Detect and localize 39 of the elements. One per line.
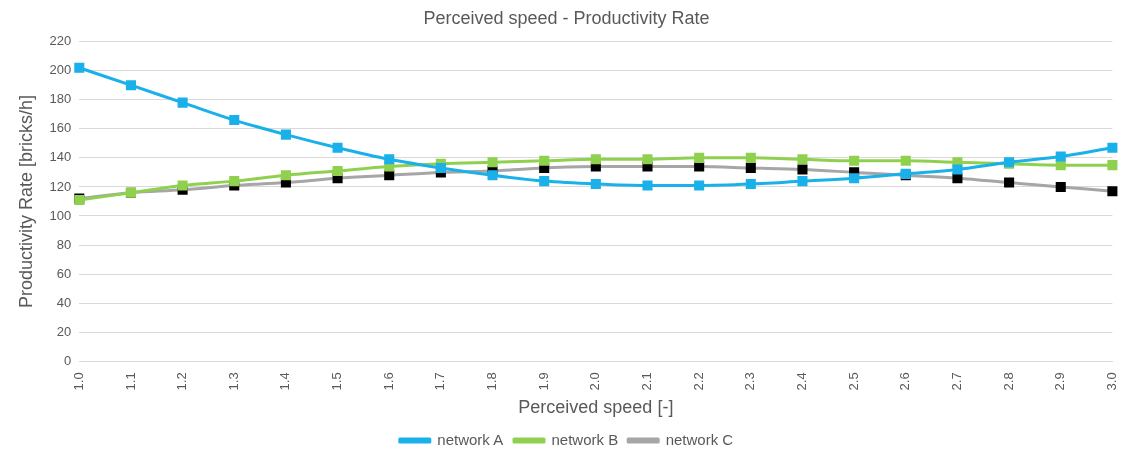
x-tick-label: 1.5 bbox=[329, 372, 345, 391]
y-tick-label: 80 bbox=[56, 236, 72, 252]
x-tick-label: 2.8 bbox=[1000, 372, 1016, 391]
x-tick-label: 2.9 bbox=[1052, 372, 1068, 391]
x-tick-label: 2.3 bbox=[742, 372, 758, 391]
x-tick-label: 1.2 bbox=[174, 372, 190, 391]
x-tick-label: 2.1 bbox=[639, 372, 655, 391]
x-tick-label: 1.3 bbox=[225, 372, 241, 391]
y-tick-label: 100 bbox=[49, 207, 72, 223]
x-tick-label: 1.4 bbox=[277, 372, 293, 391]
legend-label: network B bbox=[551, 430, 619, 448]
x-axis-title: Perceived speed [-] bbox=[518, 397, 674, 418]
x-tick-label: 1.0 bbox=[70, 372, 86, 391]
x-tick-label: 2.6 bbox=[897, 372, 913, 391]
x-tick-label: 1.8 bbox=[484, 372, 500, 391]
x-tick-label: 1.1 bbox=[122, 372, 138, 391]
x-tick-label: 2.0 bbox=[587, 372, 603, 391]
y-tick-label: 40 bbox=[56, 294, 72, 310]
x-tick-label: 1.9 bbox=[535, 372, 551, 391]
x-tick-label: 3.0 bbox=[1103, 372, 1119, 391]
y-tick-label: 60 bbox=[56, 265, 72, 281]
y-tick-label: 220 bbox=[49, 33, 72, 49]
y-axis-title: Productivity Rate [bricks/h] bbox=[15, 94, 36, 308]
x-tick-label: 2.4 bbox=[794, 372, 810, 391]
y-tick-label: 20 bbox=[56, 323, 72, 339]
x-tick-label: 2.7 bbox=[949, 372, 965, 391]
x-tick-label: 1.7 bbox=[432, 372, 448, 391]
x-tick-label: 1.6 bbox=[380, 372, 396, 391]
y-tick-label: 140 bbox=[49, 149, 72, 165]
y-tick-label: 200 bbox=[49, 62, 72, 78]
y-tick-label: 0 bbox=[64, 352, 72, 368]
x-tick-label: 2.5 bbox=[845, 372, 861, 391]
legend-label: network C bbox=[665, 430, 734, 448]
y-tick-label: 120 bbox=[49, 178, 72, 194]
legend-label: network A bbox=[437, 430, 504, 448]
y-tick-label: 160 bbox=[49, 120, 72, 136]
y-tick-label: 180 bbox=[49, 91, 72, 107]
x-tick-label: 2.2 bbox=[690, 372, 706, 391]
chart-title: Perceived speed - Productivity Rate bbox=[423, 7, 710, 28]
